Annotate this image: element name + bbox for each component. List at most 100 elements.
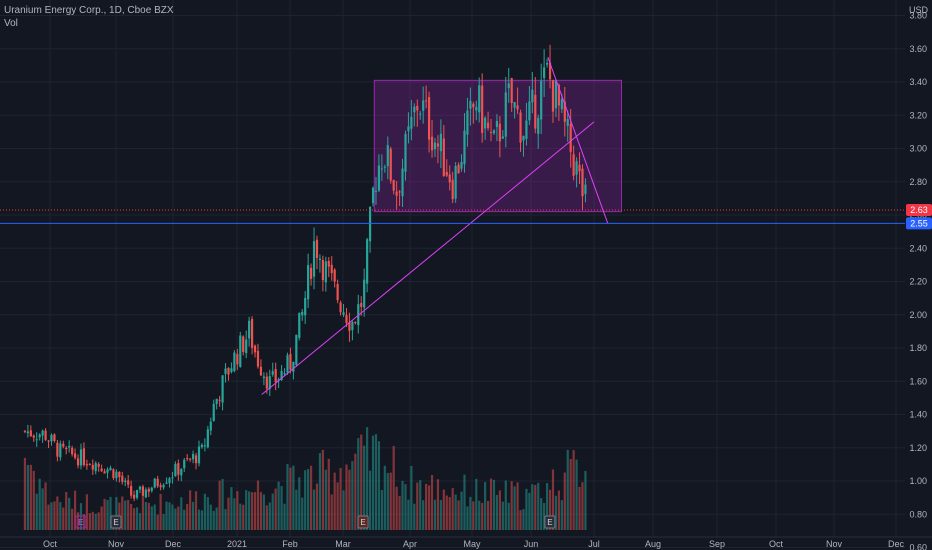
volume-bar: [472, 501, 475, 530]
volume-bar: [433, 499, 437, 530]
symbol-legend[interactable]: Uranium Energy Corp., 1D, Cboe BZX: [4, 5, 174, 16]
candle-body: [366, 239, 369, 284]
candle-body: [445, 171, 448, 176]
volume-bar: [73, 490, 77, 530]
candle-body: [348, 322, 351, 331]
volume-bar: [336, 482, 339, 530]
volume-bar: [215, 507, 218, 530]
volume-bar: [115, 497, 118, 530]
volume-bar: [144, 501, 147, 530]
time-axis[interactable]: Oct Nov Dec 2021 Feb Mar Apr May Jun Jul Aug Sep Oct…: [0, 536, 932, 549]
volume-bar: [26, 464, 29, 530]
candle-body: [363, 279, 366, 308]
volume-bar: [203, 493, 206, 530]
line-price-tag-text: 2.55: [910, 218, 928, 228]
volume-bar: [88, 513, 91, 530]
candle-body: [71, 447, 74, 455]
candle-body: [109, 467, 112, 471]
volume-bar: [368, 470, 372, 530]
y-tick-label: 2.40: [909, 243, 927, 253]
trendlines[interactable]: [261, 56, 609, 395]
candle-body: [65, 447, 68, 450]
volume-bar: [436, 479, 440, 530]
volume-bar: [339, 467, 342, 530]
volume-bar: [466, 506, 469, 530]
volume-bar: [525, 488, 528, 530]
candle-body: [304, 297, 307, 316]
horizontal-lines[interactable]: [0, 209, 905, 224]
volume-bar: [395, 486, 398, 530]
candle-body: [566, 119, 569, 126]
candle-body: [212, 403, 215, 421]
candle-body: [336, 284, 339, 301]
y-tick-label: 3.00: [909, 144, 927, 154]
earnings-markers[interactable]: E E EE: [75, 515, 556, 529]
candle-body: [245, 339, 248, 354]
earnings-label: E: [360, 518, 365, 527]
candle-body: [327, 260, 330, 267]
volume-bar: [510, 481, 513, 530]
volume-bar: [425, 483, 428, 530]
volume-bar: [407, 499, 410, 530]
volume-bar: [147, 502, 150, 530]
candle-body: [221, 375, 224, 403]
volume-bar: [236, 491, 239, 530]
candle-body: [357, 304, 360, 326]
volume-bar: [239, 503, 242, 530]
last-price-tag-text: 2.63: [910, 205, 928, 215]
x-tick-label: Apr: [403, 539, 417, 549]
volume-bar: [301, 497, 304, 530]
candle-body: [478, 85, 481, 113]
candle-body: [50, 434, 53, 442]
volume-bar: [97, 512, 100, 530]
candle-body: [540, 80, 543, 120]
candle-body: [383, 166, 386, 168]
earnings-label: E: [547, 518, 552, 527]
candle-body: [38, 434, 41, 438]
earnings-label: E: [113, 518, 118, 527]
volume-bar: [245, 490, 248, 530]
volume-bar: [130, 503, 133, 530]
candle-body: [268, 376, 271, 389]
x-tick-label: Dec: [165, 539, 182, 549]
volume-bar: [460, 491, 463, 530]
volume-bar: [377, 441, 381, 530]
candle-body: [351, 322, 354, 330]
candle-body: [457, 164, 460, 174]
candle-body: [345, 314, 348, 324]
volume-bar: [534, 485, 537, 530]
candle-body: [218, 399, 221, 401]
volume-bar: [469, 496, 472, 530]
volume-bar: [481, 502, 484, 530]
volume-bar: [522, 509, 525, 530]
price-axis[interactable]: USD3.803.603.403.203.002.802.602.402.202…: [909, 5, 929, 550]
candle-body: [274, 369, 277, 383]
candle-body: [233, 352, 236, 372]
volume-bar: [82, 514, 86, 530]
volume-bar: [416, 482, 419, 530]
candle-body: [115, 471, 118, 479]
volume-bar: [227, 497, 230, 530]
candle-body: [171, 477, 174, 479]
volume-bar: [59, 502, 62, 530]
candle-body: [371, 187, 375, 204]
candle-body: [354, 322, 357, 324]
candle-body: [309, 267, 313, 279]
x-tick-label: Jun: [524, 539, 539, 549]
candle-body: [23, 430, 27, 432]
candle-body: [277, 379, 280, 381]
volume-bar: [401, 480, 404, 530]
last-price-tag-bg: [906, 204, 932, 217]
candle-body: [124, 480, 127, 483]
candle-body: [501, 136, 504, 139]
volume-bar: [312, 489, 316, 530]
price-tags: 2.63 2.55: [906, 204, 932, 230]
volume-bar: [540, 498, 543, 530]
candle-body: [460, 161, 463, 169]
candle-body: [333, 269, 336, 282]
x-tick-label: Sep: [709, 539, 725, 549]
earnings-marker: E: [357, 515, 369, 529]
candle-body: [286, 355, 289, 373]
volume-legend[interactable]: Vol: [4, 18, 18, 29]
